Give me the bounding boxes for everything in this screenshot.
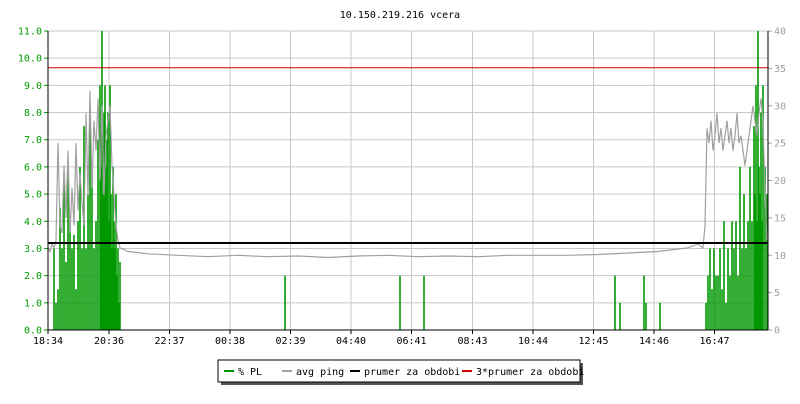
legend-label: % PL — [238, 367, 262, 378]
left-tick-label: 0.0 — [24, 326, 42, 337]
packet-loss-series — [53, 31, 768, 330]
x-tick-label: 02:39 — [275, 336, 305, 347]
right-tick-label: 0 — [774, 326, 780, 337]
x-tick-label: 20:36 — [94, 336, 124, 347]
x-tick-label: 12:45 — [578, 336, 608, 347]
right-tick-label: 25 — [774, 139, 786, 150]
x-tick-label: 16:47 — [699, 336, 729, 347]
left-tick-label: 5.0 — [24, 190, 42, 201]
x-tick-label: 08:43 — [457, 336, 487, 347]
x-tick-label: 00:38 — [215, 336, 245, 347]
legend-label: 3*prumer za obdobi — [476, 367, 584, 378]
left-tick-label: 3.0 — [24, 244, 42, 255]
right-tick-label: 35 — [774, 64, 786, 75]
left-tick-label: 2.0 — [24, 271, 42, 282]
left-tick-label: 6.0 — [24, 162, 42, 173]
grid — [47, 30, 768, 331]
chart-title: 10.150.219.216 vcera — [340, 10, 460, 21]
axes: 0.0 1.0 2.0 3.0 4.0 5.0 6.0 7.0 8.0 9.0 10.0 11.0 0 5… — [18, 27, 786, 348]
left-tick-label: 11.0 — [18, 27, 42, 38]
x-tick-label: 18:34 — [33, 336, 63, 347]
right-tick-label: 15 — [774, 213, 786, 224]
x-tick-label: 14:46 — [639, 336, 669, 347]
left-tick-label: 10.0 — [18, 54, 42, 65]
left-tick-label: 8.0 — [24, 108, 42, 119]
ping-line — [47, 90, 768, 259]
left-tick-label: 1.0 — [24, 298, 42, 309]
legend: % PL avg ping prumer za obdobi 3*prumer za … — [217, 359, 584, 385]
average-lines — [48, 67, 768, 245]
right-tick-label: 40 — [774, 27, 786, 38]
ping-series — [47, 90, 768, 259]
legend-box — [217, 359, 581, 383]
right-tick-label: 30 — [774, 101, 786, 112]
left-tick-label: 7.0 — [24, 135, 42, 146]
right-tick-label: 10 — [774, 251, 786, 262]
left-tick-label: 4.0 — [24, 217, 42, 228]
legend-label: avg ping — [296, 367, 344, 378]
legend-label: prumer za obdobi — [364, 367, 460, 378]
x-tick-label: 04:40 — [336, 336, 366, 347]
left-tick-label: 9.0 — [24, 81, 42, 92]
right-tick-label: 5 — [774, 288, 780, 299]
x-tick-label: 06:41 — [396, 336, 426, 347]
x-tick-label: 10:44 — [518, 336, 548, 347]
x-tick-label: 22:37 — [154, 336, 184, 347]
right-tick-label: 20 — [774, 176, 786, 187]
